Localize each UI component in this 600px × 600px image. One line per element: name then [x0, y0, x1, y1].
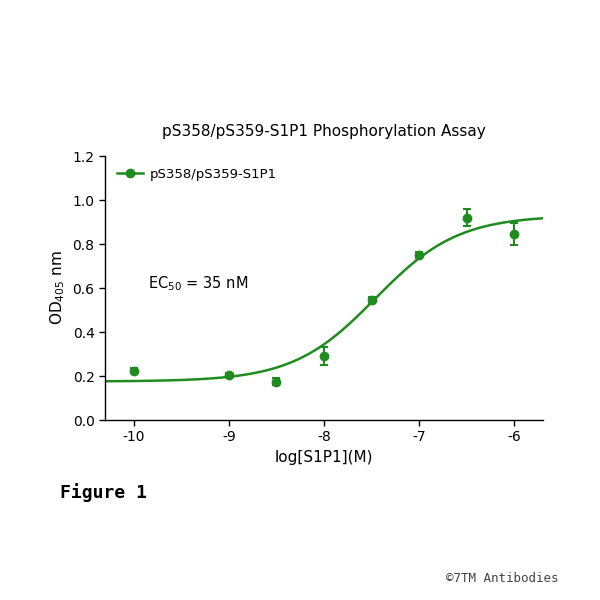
Text: Figure 1: Figure 1 [60, 483, 147, 502]
X-axis label: log[S1P1](M): log[S1P1](M) [275, 450, 373, 465]
Text: ©7TM Antibodies: ©7TM Antibodies [445, 572, 558, 585]
Y-axis label: OD$_{405}$ nm: OD$_{405}$ nm [49, 251, 67, 325]
Text: pS358/pS359-S1P1 Phosphorylation Assay: pS358/pS359-S1P1 Phosphorylation Assay [162, 124, 486, 139]
Text: EC$_{50}$ = 35 nM: EC$_{50}$ = 35 nM [148, 274, 248, 293]
Legend: pS358/pS359-S1P1: pS358/pS359-S1P1 [112, 163, 282, 186]
